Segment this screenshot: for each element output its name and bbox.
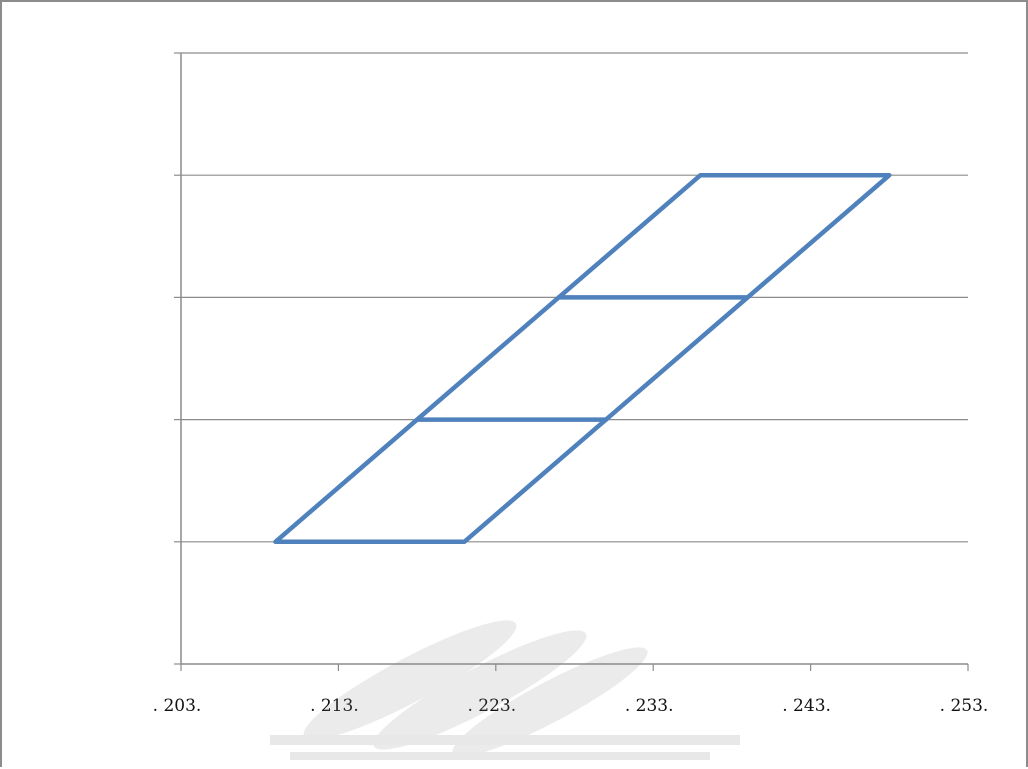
x-tick-label-1: . 213. (310, 696, 359, 716)
axis-layer (174, 52, 969, 671)
series-line-0 (273, 172, 892, 545)
series-layer (273, 172, 892, 545)
x-tick-label-5: . 253. (940, 696, 989, 716)
tick-label-layer: . 203. . 213. . 223. . 233. . 243. . 253. (153, 696, 989, 716)
x-tick-label-3: . 233. (625, 696, 674, 716)
x-tick-label-0: . 203. (153, 696, 202, 716)
x-tick-label-4: . 243. (782, 696, 831, 716)
x-tick-label-2: . 223. (467, 696, 516, 716)
